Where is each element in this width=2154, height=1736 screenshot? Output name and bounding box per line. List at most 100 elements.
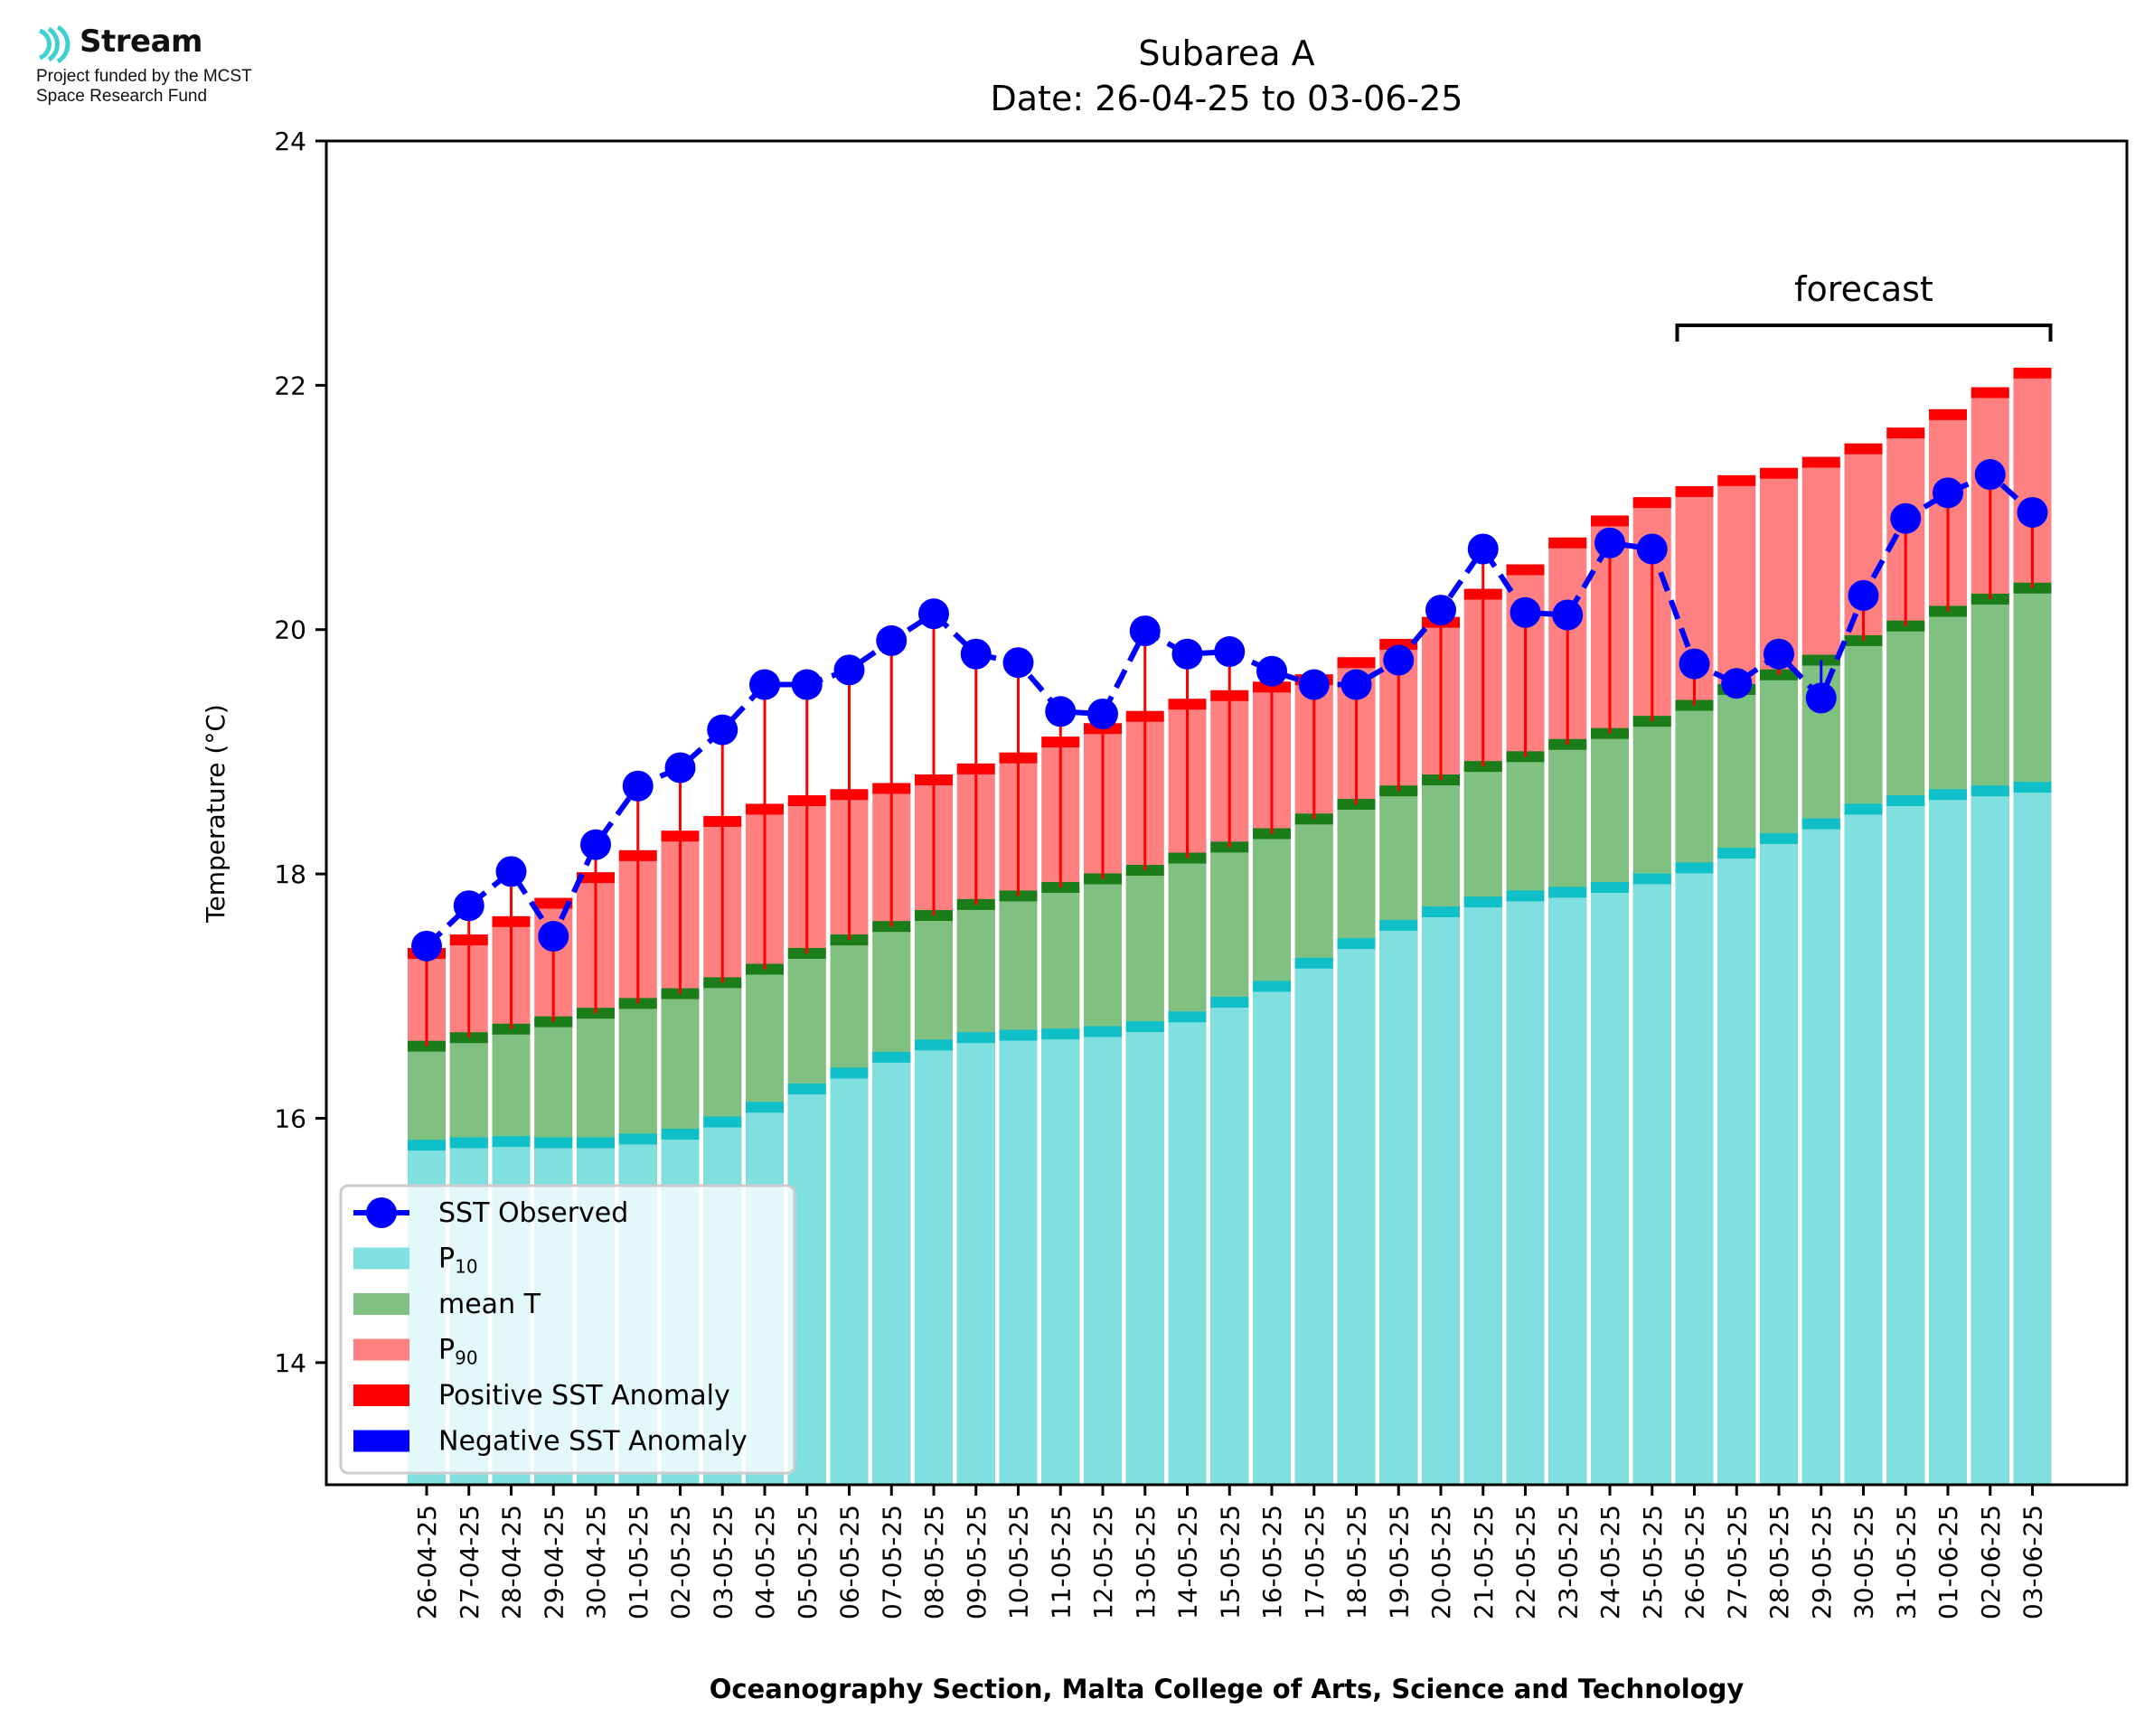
bar-p10	[1379, 924, 1418, 1485]
sst-observed-point	[1425, 595, 1456, 626]
bar-edge-p10	[1760, 832, 1798, 844]
sst-observed-point	[580, 829, 611, 860]
x-tick-label: 28-04-25	[497, 1505, 527, 1619]
bar-p10	[1886, 800, 1925, 1485]
sst-observed-point	[960, 638, 992, 670]
bar-p10	[1422, 911, 1460, 1485]
legend-label: Negative SST Anomaly	[438, 1426, 748, 1458]
legend-swatch	[353, 1430, 409, 1452]
x-tick-label: 20-05-25	[1426, 1505, 1456, 1619]
bar-p10	[1463, 902, 1502, 1485]
sst-line-layer	[411, 459, 2048, 962]
bar-p10	[1971, 791, 2009, 1485]
bar-edge-p90	[1548, 537, 1587, 549]
y-tick-label: 20	[274, 615, 306, 645]
sst-observed-point	[1383, 644, 1415, 676]
x-tick-label: 03-05-25	[708, 1505, 738, 1619]
bar-edge-p90	[1337, 657, 1376, 669]
sst-observed-point	[1171, 638, 1203, 670]
bar-edge-p10	[1844, 803, 1883, 815]
sst-observed-point	[707, 714, 738, 746]
bar-edge-p10	[618, 1133, 657, 1145]
bar-edge-p10	[956, 1032, 995, 1044]
sst-observed-point	[1721, 668, 1753, 699]
bar-p10	[1294, 962, 1333, 1485]
x-tick-label: 25-05-25	[1638, 1505, 1668, 1619]
x-tick-label: 30-05-25	[1849, 1505, 1879, 1619]
bar-edge-p10	[1632, 873, 1671, 885]
sst-observed-point	[1340, 669, 1372, 700]
bar-edge-p10	[1379, 919, 1418, 931]
x-tick-label: 13-05-25	[1131, 1505, 1161, 1619]
bar-edge-p10	[1971, 785, 2009, 797]
x-tick-label: 01-05-25	[624, 1505, 654, 1619]
x-tick-label: 03-06-25	[2018, 1505, 2048, 1619]
legend-label-subscript: 10	[455, 1256, 477, 1278]
bar-edge-p10	[1168, 1011, 1207, 1023]
x-axis: 26-04-25 27-04-25 28-04-25 29-04-25 30-04-25…	[412, 1485, 2048, 1619]
y-axis: 14 16 18 20 22 24	[274, 127, 326, 1378]
bar-edge-p10	[2013, 782, 2052, 793]
x-tick-label: 08-05-25	[919, 1505, 949, 1619]
sst-observed-point	[411, 930, 442, 962]
sst-observed-point	[1636, 533, 1668, 565]
sst-observed-point	[876, 624, 908, 656]
bar-edge-p10	[1125, 1021, 1164, 1033]
legend-swatch	[353, 1247, 409, 1270]
bar-p10	[1168, 1017, 1207, 1485]
bar-edge-p90	[1844, 443, 1883, 455]
bar-edge-p90	[2013, 367, 2052, 379]
x-tick-label: 11-05-25	[1046, 1505, 1076, 1619]
sst-observed-point	[538, 921, 569, 952]
x-tick-label: 01-06-25	[1933, 1505, 1963, 1619]
sst-observed-point	[833, 654, 865, 686]
bar-edge-p10	[915, 1039, 953, 1051]
bar-edge-p90	[1379, 638, 1418, 650]
bar-edge-p10	[1506, 890, 1545, 902]
bar-edge-p90	[1717, 474, 1756, 486]
bar-edge-p90	[1591, 515, 1629, 527]
sst-observed-point	[1087, 699, 1118, 730]
x-tick-label: 29-05-25	[1807, 1505, 1837, 1619]
bar-edge-p90	[534, 897, 573, 909]
logo-subtitle: Project funded by the MCST Space Researc…	[36, 67, 252, 107]
bar-p10	[1591, 887, 1629, 1485]
legend-label: SST Observed	[438, 1197, 628, 1229]
legend-label-subscript: 90	[455, 1347, 477, 1369]
x-axis-label: Oceanography Section, Malta College of A…	[710, 1674, 1745, 1704]
bar-p10	[999, 1035, 1038, 1485]
bar-p10	[872, 1056, 911, 1485]
y-tick-label: 14	[274, 1348, 306, 1378]
bar-edge-p10	[1929, 789, 1967, 801]
legend-swatch	[353, 1293, 409, 1315]
bar-edge-p10	[492, 1136, 531, 1148]
anomaly-layer	[425, 474, 2034, 1046]
logo-subtitle-line1: Project funded by the MCST	[36, 67, 252, 86]
bar-edge-p10	[1422, 906, 1460, 917]
sst-observed-point	[1890, 502, 1922, 534]
legend-swatch	[353, 1338, 409, 1361]
sst-observed-point	[1974, 459, 2006, 491]
x-tick-label: 29-04-25	[539, 1505, 569, 1619]
bar-edge-p90	[1675, 485, 1714, 497]
bar-edge-p10	[1463, 896, 1502, 908]
sst-observed-point	[791, 669, 823, 700]
bar-p10	[1929, 794, 1967, 1485]
stream-wave-icon	[38, 24, 71, 64]
x-tick-label: 02-06-25	[1976, 1505, 2006, 1619]
forecast-annotation: forecast	[1675, 269, 2053, 342]
y-tick-label: 16	[274, 1103, 306, 1133]
sst-observed-point	[495, 856, 527, 887]
bar-edge-p10	[999, 1029, 1038, 1041]
plot-frame	[325, 139, 2129, 1487]
bar-edge-p10	[1210, 997, 1249, 1009]
bar-edge-p90	[1760, 467, 1798, 479]
bar-edge-p10	[787, 1084, 826, 1095]
x-tick-label: 24-05-25	[1595, 1505, 1625, 1619]
bar-edge-p10	[872, 1051, 911, 1063]
bar-p10	[915, 1045, 953, 1485]
sst-observed-point	[1129, 615, 1161, 647]
sst-observed-point	[1764, 638, 1794, 670]
bar-p10	[2013, 787, 2052, 1485]
